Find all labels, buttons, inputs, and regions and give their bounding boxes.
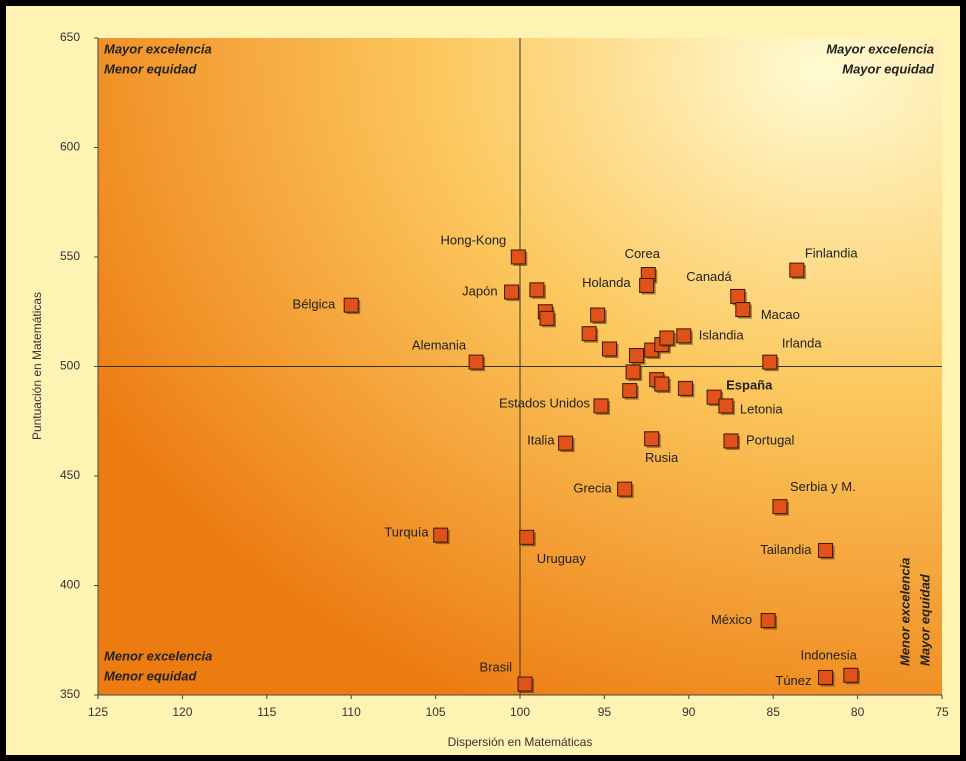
quadrant-annotation: Menor equidad (104, 61, 198, 76)
marker (581, 326, 597, 342)
point-label: Portugal (746, 432, 795, 447)
point-label: Finlandia (805, 246, 859, 261)
marker (590, 307, 606, 323)
marker (622, 383, 638, 399)
marker (718, 398, 734, 414)
x-tick-label: 100 (510, 705, 530, 719)
y-tick-label: 500 (60, 359, 80, 373)
quadrant-annotation: Menor excelencia (897, 558, 912, 666)
marker (433, 527, 449, 543)
marker (730, 288, 746, 304)
marker (628, 348, 644, 364)
point-label: Irlanda (782, 336, 823, 351)
marker (772, 499, 788, 515)
y-tick-label: 550 (60, 249, 80, 263)
point-label: Turquía (384, 525, 429, 540)
y-tick-label: 650 (60, 30, 80, 44)
x-tick-label: 75 (935, 705, 949, 719)
marker (529, 282, 545, 298)
marker (818, 542, 834, 558)
x-tick-label: 90 (682, 705, 696, 719)
point-label: Uruguay (537, 551, 587, 566)
x-tick-label: 85 (767, 705, 781, 719)
marker (818, 669, 834, 685)
marker (677, 380, 693, 396)
point-label: Canadá (686, 269, 732, 284)
x-tick-label: 125 (88, 705, 108, 719)
point-label: Tailandia (760, 542, 812, 557)
x-tick-label: 115 (257, 705, 276, 719)
quadrant-annotation: Mayor equidad (842, 61, 935, 76)
quadrant-annotation: Menor equidad (104, 668, 198, 683)
x-tick-label: 120 (172, 705, 192, 719)
marker (343, 297, 359, 313)
point-label: España (726, 378, 773, 393)
marker (760, 613, 776, 629)
marker (706, 389, 722, 405)
marker (659, 330, 675, 346)
point-label: Letonia (740, 401, 783, 416)
quadrant-annotation: Mayor excelencia (826, 41, 934, 56)
point-label: Macao (761, 307, 800, 322)
point-label: Corea (625, 246, 661, 261)
marker (639, 277, 655, 293)
marker (654, 376, 670, 392)
point-label: Alemania (412, 338, 467, 353)
y-tick-label: 600 (60, 140, 80, 154)
point-label: Indonesia (800, 648, 857, 663)
point-label: Grecia (573, 481, 612, 496)
marker (601, 341, 617, 357)
marker (762, 354, 778, 370)
x-tick-label: 105 (426, 705, 446, 719)
marker (789, 262, 805, 278)
marker (504, 284, 520, 300)
marker (517, 676, 533, 692)
marker (558, 435, 574, 451)
y-axis-label: Puntuación en Matemáticas (30, 292, 44, 440)
point-label: Estados Unidos (499, 395, 591, 410)
marker (468, 354, 484, 370)
point-label: Rusia (645, 450, 679, 465)
point-label: Túnez (775, 673, 811, 688)
x-tick-label: 110 (342, 705, 361, 719)
point-label: Holanda (582, 275, 631, 290)
marker (510, 249, 526, 265)
marker (843, 667, 859, 683)
marker (625, 364, 641, 380)
point-label: Japón (462, 283, 497, 298)
point-label: Bélgica (293, 297, 336, 312)
marker (735, 302, 751, 318)
point-label: Italia (527, 433, 555, 448)
x-tick-label: 95 (598, 705, 612, 719)
point-label: Brasil (480, 659, 513, 674)
x-axis-label: Dispersión en Matemáticas (448, 735, 593, 749)
point-label: Hong-Kong (441, 232, 507, 247)
quadrant-annotation: Mayor equidad (917, 573, 932, 666)
marker (519, 529, 535, 545)
quadrant-annotation: Mayor excelencia (104, 41, 212, 56)
point-label: México (711, 612, 752, 627)
y-tick-label: 350 (60, 687, 80, 701)
marker (539, 310, 555, 326)
marker (617, 481, 633, 497)
marker (593, 398, 609, 414)
y-tick-label: 450 (60, 468, 80, 482)
x-tick-label: 80 (851, 705, 865, 719)
y-tick-label: 400 (60, 578, 80, 592)
marker (676, 328, 692, 344)
quadrant-annotation: Menor excelencia (104, 648, 212, 663)
marker (644, 431, 660, 447)
marker (723, 433, 739, 449)
point-label: Islandia (699, 327, 745, 342)
point-label: Serbia y M. (790, 479, 856, 494)
